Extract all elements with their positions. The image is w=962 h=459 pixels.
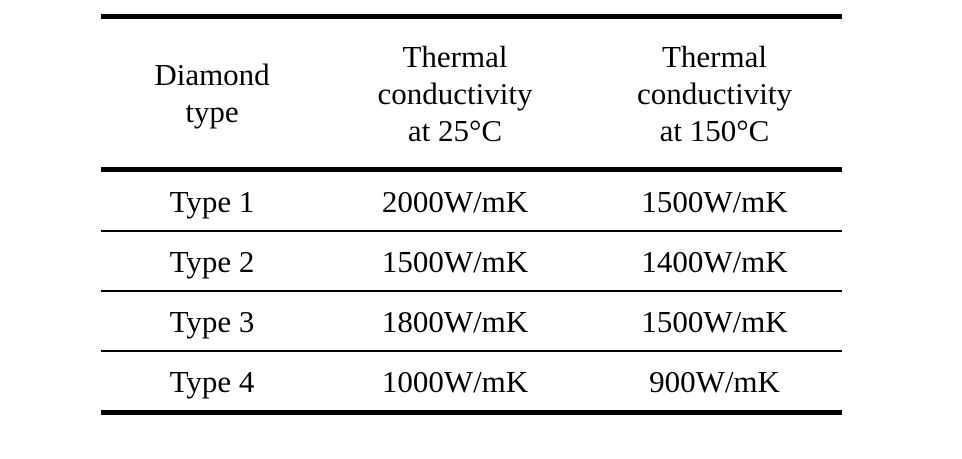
header-diamond-type: Diamond type bbox=[154, 57, 270, 129]
table-row-divider bbox=[101, 350, 842, 352]
table-top-rule bbox=[101, 14, 842, 19]
table-bottom-rule bbox=[101, 410, 842, 415]
cell-conductivity-150c: 900W/mK bbox=[649, 363, 780, 399]
table-header-row: Diamond type Thermal conductivity at 25°… bbox=[101, 19, 842, 167]
table-row: Type 3 1800W/mK 1500W/mK bbox=[101, 292, 842, 350]
cell-diamond-type: Type 4 bbox=[169, 363, 255, 399]
cell-conductivity-25c: 1500W/mK bbox=[381, 243, 529, 279]
table-row: Type 1 2000W/mK 1500W/mK bbox=[101, 172, 842, 230]
cell-conductivity-150c: 1400W/mK bbox=[641, 243, 788, 279]
cell-conductivity-25c: 1000W/mK bbox=[381, 363, 529, 399]
cell-conductivity-150c: 1500W/mK bbox=[641, 303, 788, 339]
table-row: Type 4 1000W/mK 900W/mK bbox=[101, 352, 842, 410]
cell-conductivity-25c: 2000W/mK bbox=[381, 183, 529, 219]
table-row-divider bbox=[101, 230, 842, 232]
header-conductivity-150c: Thermal conductivity at 150°C bbox=[637, 38, 792, 148]
thermal-conductivity-table: Diamond type Thermal conductivity at 25°… bbox=[101, 14, 842, 415]
cell-conductivity-150c: 1500W/mK bbox=[641, 183, 788, 219]
header-conductivity-25c: Thermal conductivity at 25°C bbox=[377, 38, 533, 148]
cell-diamond-type: Type 1 bbox=[169, 183, 255, 219]
table-row: Type 2 1500W/mK 1400W/mK bbox=[101, 232, 842, 290]
cell-diamond-type: Type 3 bbox=[169, 303, 255, 339]
cell-diamond-type: Type 2 bbox=[169, 243, 255, 279]
cell-conductivity-25c: 1800W/mK bbox=[381, 303, 529, 339]
table-row-divider bbox=[101, 290, 842, 292]
table-header-rule bbox=[101, 167, 842, 172]
